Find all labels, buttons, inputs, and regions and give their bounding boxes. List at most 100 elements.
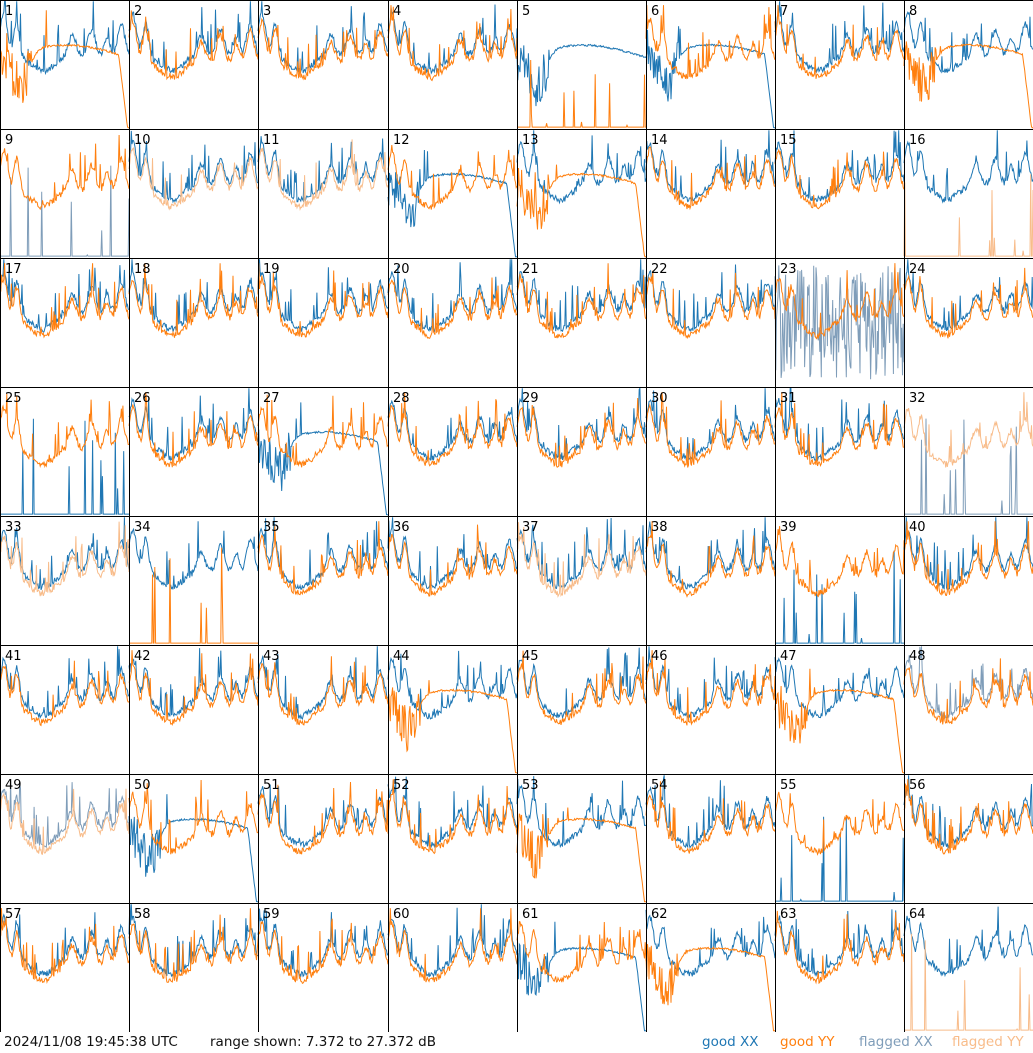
tile-4-label: 4 bbox=[393, 4, 401, 19]
tile-15-xx-line bbox=[774, 130, 905, 202]
tile-52-frame bbox=[388, 774, 518, 904]
tile-37-xx-line bbox=[516, 517, 647, 590]
tile-16-label: 16 bbox=[909, 133, 926, 148]
tile-14-yy-line bbox=[645, 146, 776, 211]
tile-54-yy-line bbox=[645, 781, 776, 854]
tile-45-yy-line bbox=[516, 650, 647, 726]
tile-53: 53 bbox=[516, 774, 647, 904]
tile-7-label: 7 bbox=[780, 4, 788, 19]
range-shown: range shown: 7.372 to 27.372 dB bbox=[210, 1034, 436, 1050]
tile-42-label: 42 bbox=[134, 649, 151, 664]
tile-39-yy-line bbox=[774, 526, 905, 598]
tile-34-yy-line bbox=[129, 547, 258, 644]
tile-16-yy-line bbox=[903, 174, 1033, 257]
tile-46-frame bbox=[646, 645, 776, 775]
tile-19-frame bbox=[258, 258, 389, 388]
tile-5: 5 bbox=[516, 0, 647, 130]
tile-36-label: 36 bbox=[393, 520, 410, 535]
tile-12-frame bbox=[388, 129, 518, 259]
tile-27-xx-line bbox=[257, 402, 388, 516]
tile-24-frame bbox=[904, 258, 1033, 388]
tile-26-yy-line bbox=[128, 392, 259, 468]
tile-44: 44 bbox=[387, 645, 518, 775]
tile-51-yy-line bbox=[257, 781, 389, 855]
tile-43-xx-line bbox=[257, 646, 389, 721]
tile-12-label: 12 bbox=[393, 133, 410, 148]
tile-3: 3 bbox=[257, 0, 389, 130]
tile-10-frame bbox=[129, 129, 259, 259]
tile-7-xx-line bbox=[774, 1, 905, 74]
tile-63-yy-line bbox=[774, 910, 905, 985]
tile-29-label: 29 bbox=[522, 391, 539, 406]
tile-15: 15 bbox=[774, 129, 905, 259]
tile-38-frame bbox=[646, 516, 776, 646]
tile-26-label: 26 bbox=[134, 391, 151, 406]
tile-55-label: 55 bbox=[780, 778, 797, 793]
tile-35: 35 bbox=[257, 516, 389, 646]
tile-5-frame bbox=[517, 0, 647, 130]
tile-8-label: 8 bbox=[909, 4, 917, 19]
tile-24-yy-line bbox=[903, 267, 1033, 339]
tile-58: 58 bbox=[128, 903, 259, 1032]
tile-56-yy-line bbox=[903, 779, 1033, 855]
tile-5-label: 5 bbox=[522, 4, 530, 19]
tile-33-frame bbox=[0, 516, 130, 646]
tile-28-frame bbox=[388, 387, 518, 517]
tile-61: 61 bbox=[516, 903, 647, 1032]
tile-48-xx-line bbox=[903, 646, 1033, 719]
tile-19-label: 19 bbox=[263, 262, 280, 277]
tile-56-label: 56 bbox=[909, 778, 926, 793]
tile-37-label: 37 bbox=[522, 520, 539, 535]
tile-21-frame bbox=[517, 258, 647, 388]
tile-42-frame bbox=[129, 645, 259, 775]
tile-53-label: 53 bbox=[522, 778, 539, 793]
tile-57-xx-line bbox=[0, 911, 130, 977]
tile-47-yy-line bbox=[774, 668, 904, 774]
tile-34-frame bbox=[129, 516, 259, 646]
tile-14-xx-line bbox=[645, 130, 776, 203]
tile-25-frame bbox=[0, 387, 130, 517]
tile-3-yy-line bbox=[257, 17, 389, 81]
tile-60-label: 60 bbox=[393, 907, 410, 922]
tile-62-yy-line bbox=[645, 944, 775, 1032]
tile-59-label: 59 bbox=[263, 907, 280, 922]
tile-56-frame bbox=[904, 774, 1033, 904]
tile-4: 4 bbox=[387, 0, 518, 130]
tile-42-yy-line bbox=[128, 650, 259, 726]
tile-34-xx-line bbox=[128, 521, 259, 590]
tile-31-label: 31 bbox=[780, 391, 797, 406]
tile-13-yy-line bbox=[516, 164, 646, 258]
tile-31: 31 bbox=[774, 387, 905, 517]
tile-57-yy-line bbox=[0, 908, 130, 984]
tile-12: 12 bbox=[387, 129, 518, 259]
tile-13-label: 13 bbox=[522, 133, 539, 148]
tile-27-label: 27 bbox=[263, 391, 280, 406]
tile-44-frame bbox=[388, 645, 518, 775]
tile-49: 49 bbox=[0, 774, 130, 904]
timestamp: 2024/11/08 19:45:38 UTC bbox=[4, 1034, 178, 1050]
tile-14: 14 bbox=[645, 129, 776, 259]
tile-23-label: 23 bbox=[780, 262, 797, 277]
tile-53-yy-line bbox=[516, 807, 646, 903]
tile-30-frame bbox=[646, 387, 776, 517]
tile-16: 16 bbox=[903, 129, 1033, 259]
tile-28-yy-line bbox=[387, 392, 518, 467]
tile-55-xx-line bbox=[775, 816, 905, 902]
tile-27-yy-line bbox=[257, 394, 389, 468]
legend-good-yy: good YY bbox=[780, 1034, 835, 1050]
tile-15-label: 15 bbox=[780, 133, 797, 148]
tile-22-frame bbox=[646, 258, 776, 388]
legend-flagged-xx: flagged XX bbox=[859, 1034, 933, 1050]
tile-55: 55 bbox=[774, 774, 905, 904]
tile-59: 59 bbox=[257, 903, 389, 1032]
tile-48-label: 48 bbox=[909, 649, 926, 664]
tile-34-label: 34 bbox=[134, 520, 151, 535]
tile-10: 10 bbox=[128, 129, 259, 259]
tile-6-frame bbox=[646, 0, 776, 130]
tile-9-label: 9 bbox=[5, 133, 13, 148]
tile-50-label: 50 bbox=[134, 778, 151, 793]
tile-51-label: 51 bbox=[263, 778, 280, 793]
tile-22-xx-line bbox=[645, 264, 776, 333]
tile-57-label: 57 bbox=[5, 907, 22, 922]
tile-37-yy-line bbox=[516, 522, 647, 598]
